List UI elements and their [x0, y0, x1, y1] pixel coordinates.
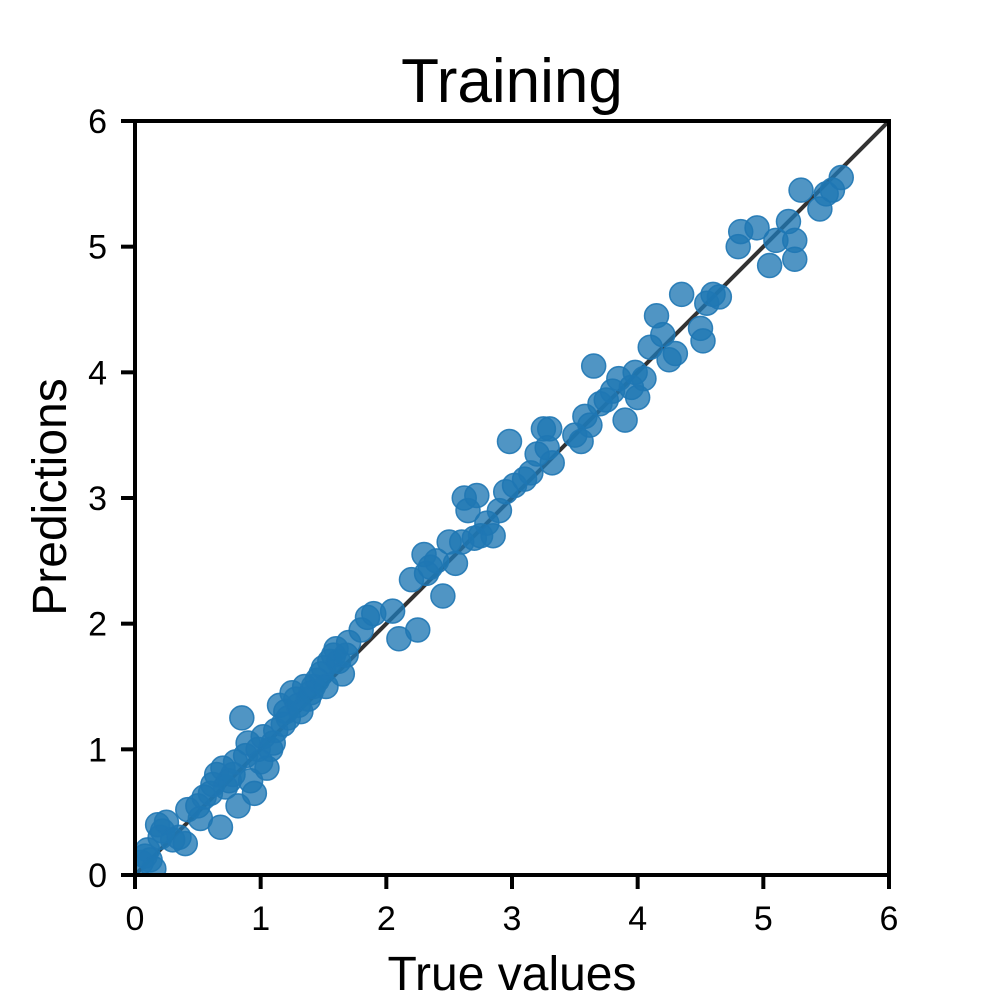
data-point	[756, 252, 783, 279]
data-point	[536, 416, 563, 442]
data-point	[788, 177, 814, 203]
data-point	[430, 583, 456, 609]
data-point	[650, 321, 676, 348]
data-point	[668, 281, 695, 308]
x-tick-label: 0	[126, 900, 145, 938]
y-tick-label: 4	[88, 354, 107, 392]
x-tick-label: 2	[377, 900, 396, 938]
x-tick-label: 6	[880, 900, 899, 938]
x-tick-label: 1	[251, 900, 270, 938]
y-tick-label: 6	[88, 103, 107, 141]
plot-contents	[135, 121, 889, 875]
y-tick-label: 3	[88, 480, 107, 518]
data-point	[539, 450, 565, 476]
y-axis-label: Predictions	[24, 378, 77, 615]
data-point	[662, 340, 689, 367]
data-point	[241, 780, 268, 807]
x-axis-label: True values	[388, 948, 637, 1000]
data-point	[828, 164, 854, 191]
data-point	[577, 412, 603, 438]
data-point	[172, 830, 199, 857]
data-point	[464, 482, 490, 509]
data-point	[706, 284, 733, 310]
x-tick-label: 3	[503, 900, 522, 938]
data-point	[207, 814, 234, 840]
data-point	[782, 227, 808, 254]
data-point	[229, 705, 255, 731]
y-tick-label: 2	[88, 606, 107, 644]
data-point	[405, 617, 431, 643]
data-point	[580, 353, 607, 379]
data-point	[480, 522, 506, 549]
data-point	[379, 598, 406, 624]
data-point	[442, 550, 469, 577]
y-tick-label: 1	[88, 731, 107, 769]
data-point	[631, 365, 657, 392]
data-point	[612, 407, 638, 433]
plot-area: 0 1 2 3 4 5 6 0 1 2 3 4 5 6	[88, 103, 898, 938]
data-point	[496, 428, 523, 455]
chart-title: Training	[401, 47, 623, 116]
data-point	[690, 328, 716, 354]
data-point	[141, 855, 167, 875]
y-tick-label: 0	[88, 857, 107, 895]
x-tick-label: 5	[754, 900, 773, 938]
x-tick-label: 4	[628, 900, 647, 938]
data-point	[744, 215, 770, 241]
y-tick-label: 5	[88, 229, 107, 267]
